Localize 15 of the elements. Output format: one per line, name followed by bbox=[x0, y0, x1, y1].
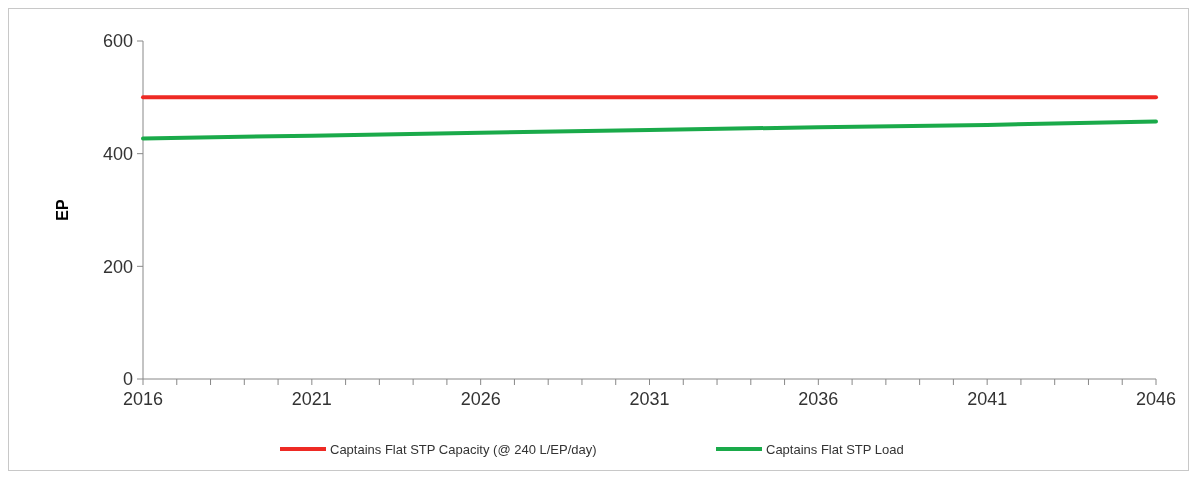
x-tick-label: 2046 bbox=[1135, 389, 1177, 409]
x-tick-label: 2041 bbox=[967, 389, 1008, 409]
y-tick-label: 400 bbox=[102, 143, 133, 164]
legend-label: Captains Flat STP Capacity (@ 240 L/EP/day) bbox=[330, 441, 597, 457]
x-tick-label: 2021 bbox=[291, 389, 332, 409]
x-tick-label: 2036 bbox=[798, 389, 839, 409]
x-tick-label: 2031 bbox=[629, 389, 670, 409]
y-tick-label: 200 bbox=[102, 256, 133, 277]
x-tick-label: 2016 bbox=[122, 389, 164, 409]
y-tick-label: 0 bbox=[122, 369, 133, 390]
line-series bbox=[141, 119, 1158, 141]
legend-label: Captains Flat STP Load bbox=[766, 441, 904, 457]
x-tick-label: 2026 bbox=[460, 389, 501, 409]
y-tick-label: 600 bbox=[102, 31, 133, 52]
y-axis-title: EP bbox=[54, 199, 71, 221]
